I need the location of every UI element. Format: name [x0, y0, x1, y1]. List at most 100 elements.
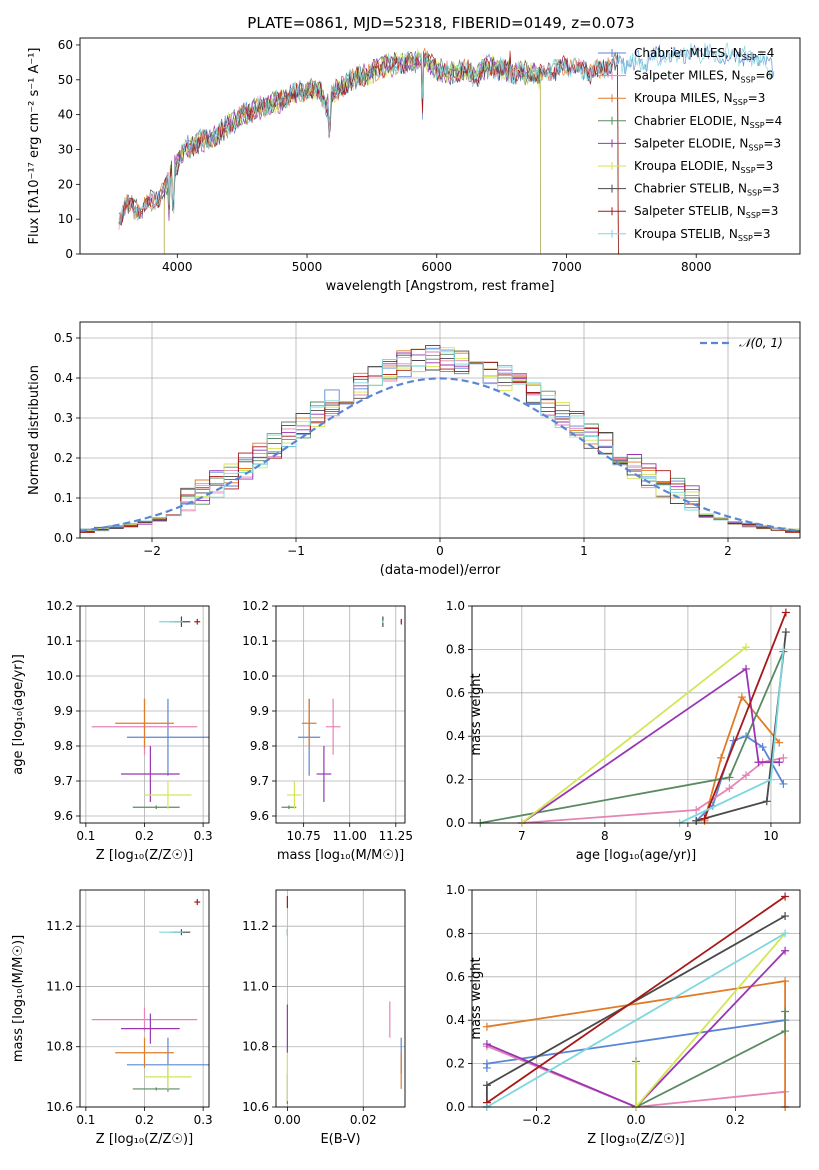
legend-subscript: SSP [742, 53, 757, 62]
age_vs_z-axes: 0.1 0.2 0.3 9.6 9.7 9.8 9.9 10.0 10.1 10.2 Z [log₁… [11, 599, 213, 863]
weight_vs_age-axes: 7 8 9 10 0.0 0.2 0.4 0.6 0.8 1.0 age [log₁₀(age/yr… [446, 599, 800, 863]
spectrum-frame [79, 37, 801, 255]
y-tick-label: 9.6 [54, 809, 73, 823]
weight-marker [779, 645, 788, 654]
weight_vs_z-frame [471, 889, 801, 1108]
x-tick-label: 0.3 [194, 829, 213, 843]
y-tick-label: 10.8 [46, 1040, 73, 1054]
y-tick-label: 11.0 [46, 979, 73, 993]
weight_vs_z-axes: −0.2 0.0 0.2 0.0 0.2 0.4 0.6 0.8 1.0 Z [log₁₀(Z/Z… [446, 883, 800, 1147]
x-axis-label: age [log₁₀(age/yr)] [576, 848, 697, 863]
x-axis-label: (data-model)/error [380, 563, 501, 578]
legend-name: Kroupa ELODIE, N [634, 159, 741, 173]
weight-line [486, 932, 786, 1108]
y-tick-label: 10.6 [46, 1100, 73, 1114]
legend-label: Chabrier STELIB, NSSP=3 [634, 182, 780, 198]
legend-subscript: SSP [748, 143, 763, 152]
x-axis-label: mass [log₁₀(M/M☉)] [277, 848, 404, 863]
x-tick-label: 8000 [681, 260, 712, 274]
weight-marker [781, 892, 790, 901]
weight-marker [725, 784, 734, 793]
legend-subscript: SSP [750, 121, 765, 130]
y-tick-label: 1.0 [446, 883, 465, 897]
weight-marker [754, 758, 763, 767]
y-tick-label: 0.2 [446, 1057, 465, 1071]
y-tick-label: 9.6 [250, 809, 269, 823]
spectrum-axes: 4000 5000 6000 7000 8000 0 10 20 30 40 50 60 wavelen… [27, 38, 711, 294]
spectrum-series [118, 42, 775, 224]
y-tick-label: 9.8 [250, 739, 269, 753]
weight-marker [781, 608, 790, 617]
x-axis-label: Z [log₁₀(Z/Z☉)] [96, 848, 193, 863]
age_vs_z-frame [79, 605, 210, 824]
legend-subscript: SSP [741, 76, 756, 85]
y-tick-label: 10.6 [242, 1100, 269, 1114]
x-tick-label: 4000 [162, 260, 193, 274]
legend-subscript: SSP [746, 211, 761, 220]
x-tick-label: 0.02 [350, 1113, 377, 1127]
y-tick-label: 1.0 [446, 599, 465, 613]
weight-marker [766, 775, 775, 784]
y-tick-label: 10.1 [46, 634, 73, 648]
legend-subscript: SSP [741, 166, 756, 175]
legend-count: =4 [757, 46, 775, 60]
x-tick-label: 6000 [421, 260, 452, 274]
x-tick-label: 0.2 [135, 829, 154, 843]
y-tick-label: 0.5 [54, 331, 73, 345]
y-tick-label: 10.1 [242, 634, 269, 648]
x-tick-label: −2 [143, 544, 161, 558]
weight-marker [775, 758, 784, 767]
residual-histograms [80, 345, 800, 535]
weight-marker [781, 929, 790, 938]
y-tick-label: 0.4 [446, 1013, 465, 1027]
weight-marker [692, 805, 701, 814]
y-tick-label: 9.8 [54, 739, 73, 753]
x-tick-label: 2 [724, 544, 732, 558]
legend-label: 𝒩(0, 1) [739, 336, 783, 350]
y-tick-label: 60 [58, 38, 73, 52]
legend-count: =3 [763, 136, 781, 150]
y-axis-label: mass [log₁₀(M/M☉)] [11, 935, 26, 1062]
weight-marker [742, 643, 751, 652]
x-axis-label: E(B-V) [320, 1132, 360, 1147]
legend-count: =3 [761, 204, 779, 218]
x-tick-label: 0 [436, 544, 444, 558]
legend-label: Salpeter STELIB, NSSP=3 [634, 204, 778, 220]
y-tick-label: 0.0 [446, 816, 465, 830]
mass_vs_ebv-frame [275, 889, 406, 1108]
y-tick-label: 0.8 [446, 642, 465, 656]
x-tick-label: 0.00 [274, 1113, 301, 1127]
x-axis-label: wavelength [Angstrom, rest frame] [326, 279, 555, 294]
y-tick-label: 30 [58, 142, 73, 156]
weight_vs_z-series [482, 892, 790, 1111]
y-axis-label: mass weight [469, 957, 484, 1039]
weight-marker [781, 946, 790, 955]
y-tick-label: 10.0 [242, 669, 269, 683]
y-axis-label: age [log₁₀(age/yr)] [11, 654, 26, 775]
x-tick-label: 0.3 [194, 1113, 213, 1127]
y-tick-label: 0.2 [54, 451, 73, 465]
legend-name: Kroupa MILES, N [634, 91, 733, 105]
weight-marker [779, 753, 788, 762]
y-tick-label: 0.8 [446, 926, 465, 940]
legend-name: Kroupa STELIB, N [634, 227, 738, 241]
weight_vs_age-frame [471, 605, 801, 824]
y-tick-label: 20 [58, 177, 73, 191]
y-tick-label: 9.7 [250, 774, 269, 788]
x-tick-label: 11.25 [379, 829, 413, 843]
y-tick-label: 50 [58, 73, 73, 87]
weight-line [486, 895, 786, 1104]
legend-subscript: SSP [738, 234, 753, 243]
y-tick-label: 0.0 [54, 531, 73, 545]
y-tick-label: 9.7 [54, 774, 73, 788]
weight-line [521, 667, 780, 824]
y-tick-label: 11.0 [242, 979, 269, 993]
y-tick-label: 0 [65, 247, 73, 261]
x-tick-label: 0.2 [726, 1113, 745, 1127]
y-tick-label: 10.0 [46, 669, 73, 683]
legend-count: =3 [762, 182, 780, 196]
y-tick-label: 10.2 [242, 599, 269, 613]
legend-count: =3 [756, 159, 774, 173]
weight-marker [779, 779, 788, 788]
